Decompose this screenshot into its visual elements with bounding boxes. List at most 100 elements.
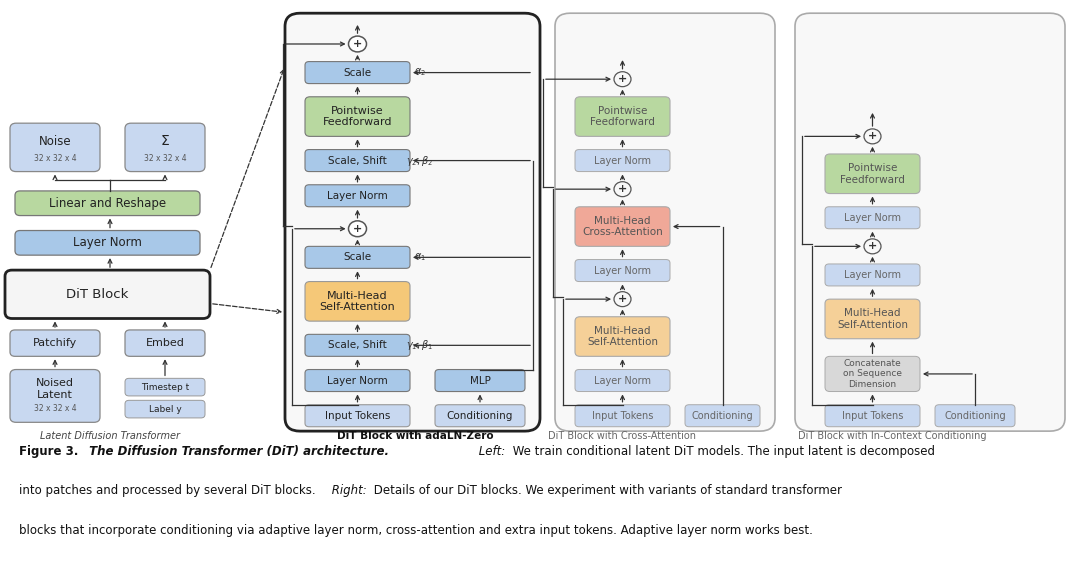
FancyBboxPatch shape bbox=[125, 400, 205, 418]
Circle shape bbox=[864, 239, 881, 254]
Text: Layer Norm: Layer Norm bbox=[594, 266, 651, 276]
FancyBboxPatch shape bbox=[10, 123, 100, 171]
FancyBboxPatch shape bbox=[825, 405, 920, 427]
Text: $\gamma_1,\beta_1$: $\gamma_1,\beta_1$ bbox=[406, 338, 434, 352]
Text: Layer Norm: Layer Norm bbox=[327, 191, 388, 201]
FancyBboxPatch shape bbox=[305, 246, 410, 268]
Text: Noise: Noise bbox=[39, 135, 71, 148]
FancyBboxPatch shape bbox=[575, 207, 670, 246]
Text: Input Tokens: Input Tokens bbox=[841, 411, 903, 421]
FancyBboxPatch shape bbox=[125, 378, 205, 396]
Text: Linear and Reshape: Linear and Reshape bbox=[49, 197, 166, 210]
FancyBboxPatch shape bbox=[795, 13, 1065, 431]
FancyBboxPatch shape bbox=[575, 405, 670, 427]
FancyBboxPatch shape bbox=[575, 259, 670, 281]
Text: Multi-Head
Self-Attention: Multi-Head Self-Attention bbox=[588, 326, 658, 347]
Text: Layer Norm: Layer Norm bbox=[327, 376, 388, 386]
FancyBboxPatch shape bbox=[125, 123, 205, 171]
FancyBboxPatch shape bbox=[825, 207, 920, 229]
FancyBboxPatch shape bbox=[10, 369, 100, 422]
Text: Concatenate
on Sequence
Dimension: Concatenate on Sequence Dimension bbox=[843, 359, 902, 389]
Text: We train conditional latent DiT models. The input latent is decomposed: We train conditional latent DiT models. … bbox=[509, 445, 934, 458]
FancyBboxPatch shape bbox=[435, 405, 525, 427]
FancyBboxPatch shape bbox=[685, 405, 760, 427]
Text: Embed: Embed bbox=[146, 338, 185, 348]
FancyBboxPatch shape bbox=[10, 330, 100, 356]
FancyBboxPatch shape bbox=[575, 149, 670, 171]
Text: Layer Norm: Layer Norm bbox=[843, 270, 901, 280]
FancyBboxPatch shape bbox=[825, 154, 920, 193]
Text: Layer Norm: Layer Norm bbox=[594, 376, 651, 386]
FancyBboxPatch shape bbox=[575, 97, 670, 136]
Text: Multi-Head
Self-Attention: Multi-Head Self-Attention bbox=[837, 308, 908, 330]
FancyBboxPatch shape bbox=[5, 270, 210, 319]
Circle shape bbox=[615, 292, 631, 307]
FancyBboxPatch shape bbox=[575, 317, 670, 356]
Text: $\alpha_2$: $\alpha_2$ bbox=[414, 67, 426, 78]
Text: Conditioning: Conditioning bbox=[447, 411, 513, 421]
Text: DiT Block with Cross-Attention: DiT Block with Cross-Attention bbox=[549, 431, 697, 442]
FancyBboxPatch shape bbox=[285, 13, 540, 431]
Text: DiT Block: DiT Block bbox=[66, 288, 129, 301]
FancyBboxPatch shape bbox=[305, 185, 410, 207]
Text: Figure 3.: Figure 3. bbox=[19, 445, 79, 458]
Text: Details of our DiT blocks. We experiment with variants of standard transformer: Details of our DiT blocks. We experiment… bbox=[370, 484, 842, 497]
FancyBboxPatch shape bbox=[305, 97, 410, 136]
Text: Noised
Latent: Noised Latent bbox=[36, 378, 75, 400]
Text: Scale, Shift: Scale, Shift bbox=[328, 156, 387, 166]
Text: 32 x 32 x 4: 32 x 32 x 4 bbox=[33, 154, 77, 163]
Text: +: + bbox=[868, 241, 877, 252]
Text: DiT Block with adaLN-Zero: DiT Block with adaLN-Zero bbox=[337, 431, 494, 442]
Text: DiT Block with In-Context Conditioning: DiT Block with In-Context Conditioning bbox=[798, 431, 987, 442]
FancyBboxPatch shape bbox=[555, 13, 775, 431]
Circle shape bbox=[615, 182, 631, 197]
Text: 32 x 32 x 4: 32 x 32 x 4 bbox=[33, 404, 77, 413]
FancyBboxPatch shape bbox=[125, 330, 205, 356]
Text: Input Tokens: Input Tokens bbox=[325, 411, 390, 421]
Text: +: + bbox=[618, 74, 627, 84]
FancyBboxPatch shape bbox=[305, 369, 410, 391]
Text: Layer Norm: Layer Norm bbox=[594, 156, 651, 166]
Text: +: + bbox=[618, 184, 627, 194]
Text: $\gamma_2,\beta_2$: $\gamma_2,\beta_2$ bbox=[406, 153, 433, 168]
Text: +: + bbox=[353, 224, 362, 233]
Text: Pointwise
Feedforward: Pointwise Feedforward bbox=[840, 163, 905, 184]
Circle shape bbox=[615, 72, 631, 87]
FancyBboxPatch shape bbox=[935, 405, 1015, 427]
Circle shape bbox=[349, 221, 366, 237]
Text: The Diffusion Transformer (DiT) architecture.: The Diffusion Transformer (DiT) architec… bbox=[85, 445, 390, 458]
Text: 32 x 32 x 4: 32 x 32 x 4 bbox=[144, 154, 187, 163]
Text: Σ: Σ bbox=[161, 134, 170, 148]
Circle shape bbox=[864, 129, 881, 144]
Text: Conditioning: Conditioning bbox=[691, 411, 754, 421]
FancyBboxPatch shape bbox=[825, 299, 920, 339]
FancyBboxPatch shape bbox=[15, 231, 200, 255]
Text: Scale, Shift: Scale, Shift bbox=[328, 340, 387, 350]
Text: Latent Diffusion Transformer: Latent Diffusion Transformer bbox=[40, 430, 180, 440]
Text: Multi-Head
Self-Attention: Multi-Head Self-Attention bbox=[320, 290, 395, 312]
Text: Layer Norm: Layer Norm bbox=[73, 236, 141, 249]
Text: Pointwise
Feedforward: Pointwise Feedforward bbox=[590, 106, 654, 127]
Text: blocks that incorporate conditioning via adaptive layer norm, cross-attention an: blocks that incorporate conditioning via… bbox=[19, 524, 813, 537]
Text: Right:: Right: bbox=[328, 484, 367, 497]
Text: Timestep t: Timestep t bbox=[140, 382, 189, 391]
Circle shape bbox=[349, 36, 366, 52]
Text: Label y: Label y bbox=[149, 404, 181, 413]
Text: Left:: Left: bbox=[475, 445, 505, 458]
Text: MLP: MLP bbox=[470, 376, 490, 386]
Text: Layer Norm: Layer Norm bbox=[843, 213, 901, 223]
Text: Multi-Head
Cross-Attention: Multi-Head Cross-Attention bbox=[582, 216, 663, 237]
Text: Conditioning: Conditioning bbox=[944, 411, 1005, 421]
FancyBboxPatch shape bbox=[305, 334, 410, 356]
Text: Pointwise
Feedforward: Pointwise Feedforward bbox=[323, 106, 392, 127]
FancyBboxPatch shape bbox=[305, 61, 410, 83]
FancyBboxPatch shape bbox=[575, 369, 670, 391]
Text: Scale: Scale bbox=[343, 68, 372, 78]
Text: +: + bbox=[353, 39, 362, 49]
Text: +: + bbox=[868, 131, 877, 142]
Text: Input Tokens: Input Tokens bbox=[592, 411, 653, 421]
FancyBboxPatch shape bbox=[305, 281, 410, 321]
FancyBboxPatch shape bbox=[825, 264, 920, 286]
FancyBboxPatch shape bbox=[435, 369, 525, 391]
FancyBboxPatch shape bbox=[825, 356, 920, 391]
